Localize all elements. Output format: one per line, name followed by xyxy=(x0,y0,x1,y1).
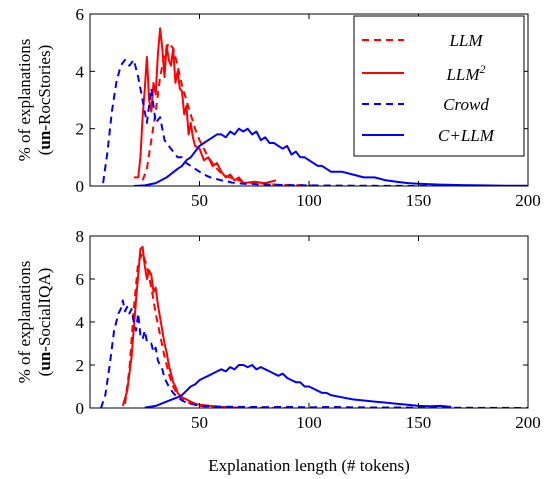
socialiqa-xtick-label: 50 xyxy=(191,413,208,432)
rocstories-series-group xyxy=(102,27,528,186)
socialiqa-ytick-label: 0 xyxy=(76,399,85,418)
rocstories-xtick-label: 50 xyxy=(191,191,208,210)
socialiqa-ticks: 50 100 150 200 0 2 4 6 8 xyxy=(76,227,541,432)
rocstories-ytick-label: 2 xyxy=(76,120,85,139)
rocstories-xtick-label: 200 xyxy=(515,191,541,210)
socialiqa-panel: 50 100 150 200 0 2 4 6 8 % of explanations (un-S… xyxy=(15,227,541,475)
socialiqa-xtick-label: 100 xyxy=(296,413,322,432)
rocstories-panel: 50 100 150 200 0 2 4 6 % of explanations (un-Ro… xyxy=(15,5,541,210)
rocstories-ylabel-line1: % of explanations xyxy=(15,39,34,162)
legend-label-llm2: LLM2 xyxy=(445,62,485,84)
socialiqa-xtick-label: 200 xyxy=(515,413,541,432)
rocstories-series-crowd xyxy=(102,58,528,186)
socialiqa-series-cllm xyxy=(144,364,452,408)
legend-entry-crowd: Crowd xyxy=(362,95,489,114)
socialiqa-ytick-label: 4 xyxy=(76,313,85,332)
legend-box xyxy=(353,15,525,157)
rocstories-ytick-label: 4 xyxy=(76,62,85,81)
rocstories-xtick-label: 150 xyxy=(406,191,432,210)
socialiqa-ylabel-line1: % of explanations xyxy=(15,261,34,384)
legend-entry-cllm: C+LLM xyxy=(362,126,495,145)
socialiqa-plot-frame xyxy=(89,235,529,409)
socialiqa-series-group xyxy=(100,245,528,408)
socialiqa-ylabel-line2: (un-SocialIQA) xyxy=(35,268,54,377)
socialiqa-series-crowd xyxy=(100,299,528,408)
socialiqa-ytick-label: 8 xyxy=(76,227,85,246)
legend-entry-llm: LLM xyxy=(362,31,483,50)
socialiqa-series-llm xyxy=(124,252,288,408)
x-axis-label: Explanation length (# tokens) xyxy=(208,456,410,475)
rocstories-series-cllm xyxy=(133,127,528,186)
rocstories-series-llm2 xyxy=(133,27,277,185)
legend-label-cllm: C+LLM xyxy=(438,126,495,145)
socialiqa-xtick-label: 150 xyxy=(406,413,432,432)
rocstories-ytick-label: 0 xyxy=(76,177,85,196)
socialiqa-series-llm2 xyxy=(121,245,244,408)
socialiqa-ytick-label: 6 xyxy=(76,270,85,289)
rocstories-xtick-label: 100 xyxy=(296,191,322,210)
legend-label-crowd: Crowd xyxy=(443,95,489,114)
rocstories-ytick-label: 6 xyxy=(76,5,85,24)
rocstories-ylabel-line2: (un-RocStories) xyxy=(35,45,54,156)
socialiqa-ytick-label: 2 xyxy=(76,356,85,375)
rocstories-series-llm xyxy=(141,41,321,186)
legend-label-llm: LLM xyxy=(448,31,483,50)
legend: LLM LLM2 Crowd C+LLM xyxy=(353,15,525,157)
legend-entry-llm2: LLM2 xyxy=(362,62,486,84)
